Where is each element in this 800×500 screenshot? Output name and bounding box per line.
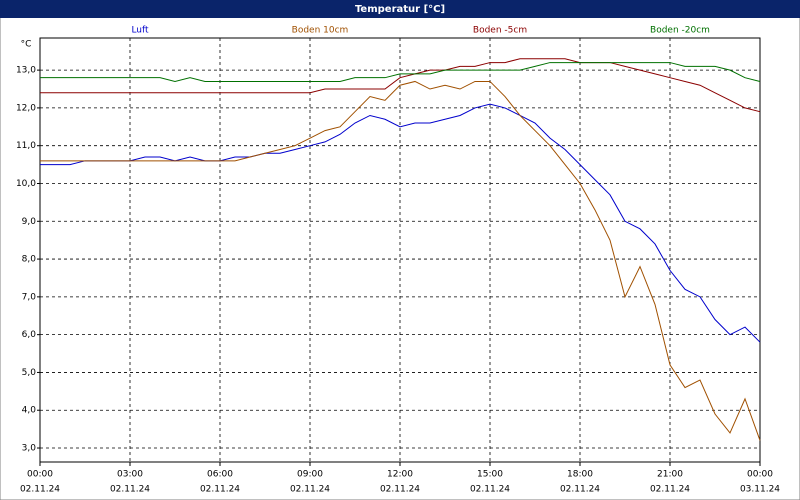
x-tick-time: 18:00 [567,470,593,480]
x-tick-date: 02.11.24 [650,485,690,495]
x-tick-time: 06:00 [207,470,233,480]
y-tick-label: 10,0 [16,179,36,189]
x-tick-time: 15:00 [477,470,503,480]
y-tick-label: 6,0 [22,330,37,340]
y-tick-label: 8,0 [22,255,37,265]
x-tick-date: 02.11.24 [380,485,420,495]
y-tick-label: 7,0 [22,292,37,302]
title-bar [0,0,800,18]
y-tick-label: 9,0 [22,217,37,227]
legend-entry: Boden 10cm [292,26,349,36]
y-tick-label: 11,0 [16,141,36,151]
x-tick-date: 02.11.24 [200,485,240,495]
x-tick-date: 03.11.24 [740,485,780,495]
x-tick-date: 02.11.24 [20,485,60,495]
x-tick-date: 02.11.24 [110,485,150,495]
legend-entry: Boden -20cm [650,26,710,36]
x-tick-time: 09:00 [297,470,323,480]
chart-title: Temperatur [°C] [355,4,445,15]
x-tick-date: 02.11.24 [470,485,510,495]
y-tick-label: 5,0 [22,368,37,378]
x-tick-date: 02.11.24 [290,485,330,495]
x-tick-time: 00:00 [27,470,53,480]
y-tick-label: 4,0 [22,406,37,416]
y-tick-label: 13,0 [16,66,36,76]
legend-entry: Boden -5cm [473,26,527,36]
y-tick-label: 12,0 [16,103,36,113]
series-line [40,58,761,113]
x-tick-time: 21:00 [657,470,683,480]
series-line [40,103,761,343]
x-tick-time: 12:00 [387,470,413,480]
legend-entry: Luft [131,26,149,36]
x-tick-date: 02.11.24 [560,485,600,495]
x-tick-time: 03:00 [117,470,143,480]
y-tick-label: 3,0 [22,444,37,454]
series-line [40,80,761,441]
series-line [40,62,761,82]
plot-border [39,37,761,463]
y-unit: °C [21,40,32,50]
x-tick-time: 00:00 [747,470,773,480]
